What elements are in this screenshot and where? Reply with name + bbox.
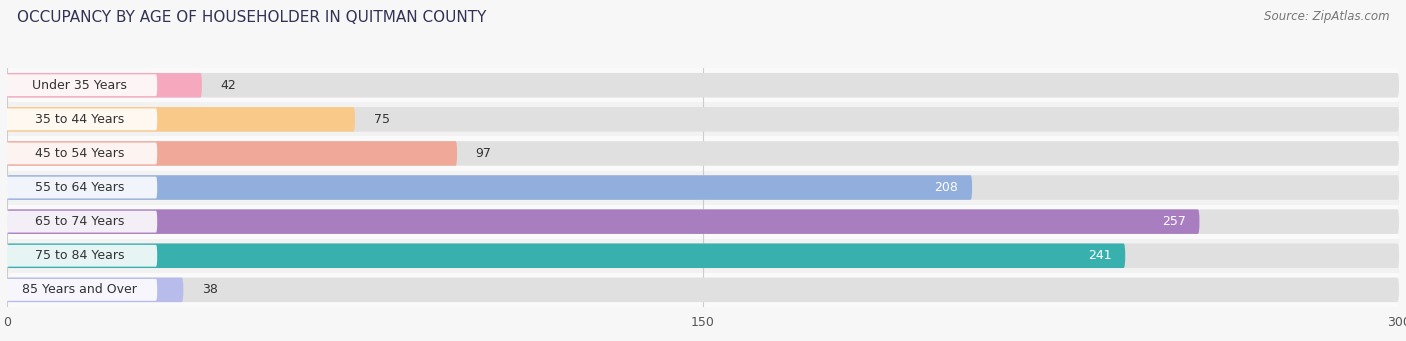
Text: 42: 42 (221, 79, 236, 92)
FancyBboxPatch shape (3, 279, 157, 301)
Text: 35 to 44 Years: 35 to 44 Years (35, 113, 124, 126)
FancyBboxPatch shape (7, 243, 1399, 268)
Text: 55 to 64 Years: 55 to 64 Years (35, 181, 125, 194)
FancyBboxPatch shape (3, 177, 157, 198)
FancyBboxPatch shape (7, 278, 183, 302)
Text: 65 to 74 Years: 65 to 74 Years (35, 215, 125, 228)
Text: 75 to 84 Years: 75 to 84 Years (35, 249, 125, 262)
Text: 45 to 54 Years: 45 to 54 Years (35, 147, 125, 160)
Text: Under 35 Years: Under 35 Years (32, 79, 127, 92)
FancyBboxPatch shape (3, 108, 157, 130)
FancyBboxPatch shape (7, 107, 1399, 132)
FancyBboxPatch shape (7, 278, 1399, 302)
FancyBboxPatch shape (3, 143, 157, 164)
FancyBboxPatch shape (7, 243, 1125, 268)
FancyBboxPatch shape (7, 170, 1399, 205)
FancyBboxPatch shape (7, 141, 1399, 166)
FancyBboxPatch shape (7, 175, 1399, 200)
FancyBboxPatch shape (7, 209, 1199, 234)
Text: 97: 97 (475, 147, 492, 160)
FancyBboxPatch shape (3, 74, 157, 96)
Text: 208: 208 (935, 181, 959, 194)
Text: 85 Years and Over: 85 Years and Over (22, 283, 138, 296)
FancyBboxPatch shape (7, 205, 1399, 239)
Text: 257: 257 (1161, 215, 1185, 228)
FancyBboxPatch shape (7, 141, 457, 166)
FancyBboxPatch shape (7, 73, 202, 98)
FancyBboxPatch shape (7, 273, 1399, 307)
FancyBboxPatch shape (7, 136, 1399, 170)
FancyBboxPatch shape (7, 102, 1399, 136)
FancyBboxPatch shape (7, 68, 1399, 102)
FancyBboxPatch shape (7, 209, 1399, 234)
Text: 75: 75 (374, 113, 389, 126)
Text: 38: 38 (202, 283, 218, 296)
Text: Source: ZipAtlas.com: Source: ZipAtlas.com (1264, 10, 1389, 23)
Text: OCCUPANCY BY AGE OF HOUSEHOLDER IN QUITMAN COUNTY: OCCUPANCY BY AGE OF HOUSEHOLDER IN QUITM… (17, 10, 486, 25)
FancyBboxPatch shape (7, 73, 1399, 98)
FancyBboxPatch shape (7, 239, 1399, 273)
FancyBboxPatch shape (7, 175, 972, 200)
Text: 241: 241 (1088, 249, 1111, 262)
FancyBboxPatch shape (3, 211, 157, 233)
FancyBboxPatch shape (3, 245, 157, 267)
FancyBboxPatch shape (7, 107, 354, 132)
